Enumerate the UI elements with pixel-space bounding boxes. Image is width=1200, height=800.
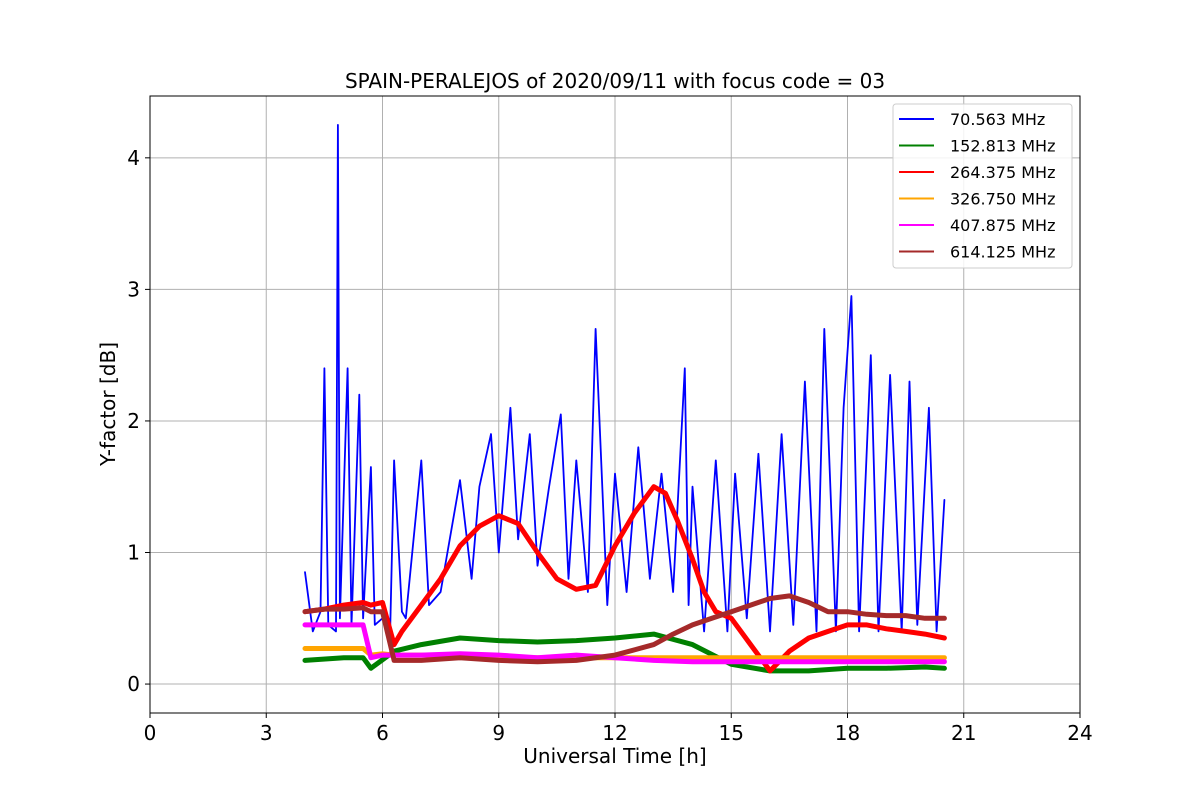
legend-label: 264.375 MHz <box>950 163 1055 182</box>
legend-label: 70.563 MHz <box>950 110 1045 129</box>
series-lines <box>302 124 947 674</box>
x-tick-label: 15 <box>719 721 744 745</box>
x-tick-label: 24 <box>1067 721 1092 745</box>
y-tick-label: 1 <box>127 541 140 565</box>
series-line-0 <box>304 124 946 633</box>
x-tick-label: 21 <box>951 721 976 745</box>
chart-title: SPAIN-PERALEJOS of 2020/09/11 with focus… <box>345 69 885 93</box>
y-tick-label: 4 <box>127 146 140 170</box>
y-tick-label: 0 <box>127 672 140 696</box>
x-tick-label: 9 <box>492 721 505 745</box>
legend-label: 614.125 MHz <box>950 243 1055 262</box>
y-tick-label: 2 <box>127 409 140 433</box>
series-line-5 <box>302 593 947 665</box>
legend-entries: 70.563 MHz 152.813 MHz 264.375 MHz 326.750 … <box>899 110 1055 262</box>
legend-label: 326.750 MHz <box>950 190 1055 209</box>
x-tick-label: 3 <box>260 721 273 745</box>
series-line-4 <box>302 622 947 665</box>
y-tick-label: 3 <box>127 277 140 301</box>
series-line-2 <box>302 484 947 674</box>
y-axis-title: Y-factor [dB] <box>96 342 120 467</box>
x-tick-label: 18 <box>835 721 860 745</box>
x-tick-label: 0 <box>144 721 157 745</box>
legend-label: 152.813 MHz <box>950 137 1055 156</box>
series-line-1 <box>302 631 947 674</box>
x-tick-label: 6 <box>376 721 389 745</box>
legend: 70.563 MHz 152.813 MHz 264.375 MHz 326.750 … <box>892 103 1073 269</box>
x-tick-label: 12 <box>602 721 627 745</box>
x-axis-title: Universal Time [h] <box>523 744 706 768</box>
legend-box <box>892 103 1073 269</box>
legend-label: 407.875 MHz <box>950 216 1055 235</box>
